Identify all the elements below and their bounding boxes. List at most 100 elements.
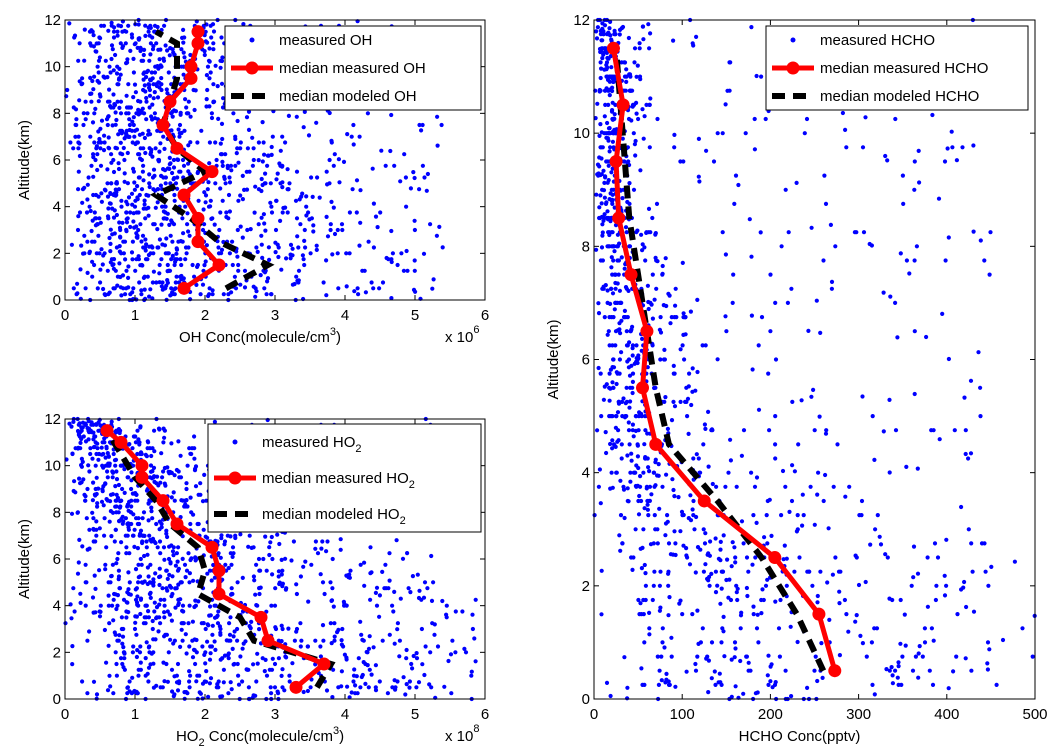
measured-point (179, 627, 184, 632)
measured-point (173, 259, 178, 264)
measured-point (167, 583, 172, 589)
measured-point (641, 527, 646, 532)
measured-point (73, 107, 79, 112)
measured-point (602, 315, 607, 320)
measured-point (610, 380, 615, 385)
legend-swatch-measured (232, 439, 238, 445)
measured-point (599, 612, 604, 617)
measured-point (78, 440, 83, 445)
measured-point (670, 477, 675, 482)
measured-point (178, 453, 183, 458)
measured-point (245, 667, 250, 672)
measured-point (618, 548, 623, 553)
measured-point (695, 608, 700, 613)
measured-point (1012, 559, 1018, 564)
measured-point (126, 82, 131, 87)
measured-point (672, 494, 677, 499)
measured-point (387, 578, 392, 583)
measured-point (129, 470, 134, 475)
measured-point (721, 533, 726, 538)
measured-point (277, 161, 282, 166)
measured-point (351, 142, 356, 147)
measured-point (151, 96, 156, 101)
measured-point (262, 221, 267, 226)
measured-point (435, 143, 440, 148)
measured-point (663, 256, 668, 261)
measured-point (110, 47, 115, 52)
measured-point (615, 410, 621, 415)
measured-point (942, 573, 947, 578)
x-tick-label: 3 (271, 706, 279, 723)
measured-point (439, 122, 444, 128)
measured-point (249, 619, 254, 625)
measured-point (218, 630, 223, 635)
measured-point (116, 132, 121, 137)
measured-point (680, 343, 685, 348)
measured-point (192, 434, 197, 439)
measured-point (341, 159, 347, 164)
measured-point (749, 254, 754, 259)
measured-point (595, 428, 600, 433)
measured-point (945, 146, 950, 151)
measured-point (749, 313, 755, 318)
measured-point (183, 632, 188, 637)
measured-point (251, 284, 256, 289)
measured-point (404, 682, 409, 687)
measured-point (398, 596, 403, 601)
measured-point (627, 244, 632, 249)
measured-point (759, 611, 764, 616)
measured-point (599, 46, 604, 51)
measured-point (609, 265, 614, 270)
measured-point (811, 387, 816, 392)
measured-point (626, 428, 632, 433)
median-measured-point (612, 211, 626, 225)
measured-point (144, 242, 149, 247)
measured-point (146, 645, 151, 650)
measured-point (362, 583, 367, 588)
measured-point (158, 551, 163, 556)
measured-point (146, 252, 151, 258)
measured-point (146, 82, 151, 87)
measured-point (80, 679, 85, 684)
measured-point (603, 283, 608, 288)
measured-point (124, 268, 129, 273)
measured-point (204, 97, 209, 102)
measured-point (931, 638, 936, 643)
measured-point (163, 204, 168, 209)
median-measured-point (170, 517, 184, 531)
measured-point (187, 669, 192, 674)
measured-point (616, 272, 621, 277)
measured-point (167, 155, 172, 160)
measured-point (470, 612, 475, 617)
measured-point (168, 637, 173, 642)
measured-point (142, 533, 147, 539)
measured-point (916, 675, 921, 680)
measured-point (604, 680, 610, 686)
measured-point (92, 74, 97, 79)
measured-point (622, 515, 627, 521)
measured-point (106, 461, 111, 466)
measured-point (154, 280, 159, 285)
measured-point (220, 694, 225, 699)
measured-point (644, 486, 649, 491)
measured-point (398, 179, 403, 184)
measured-point (669, 654, 674, 659)
measured-point (371, 245, 376, 250)
measured-point (242, 268, 248, 273)
measured-point (611, 357, 616, 362)
measured-point (184, 105, 189, 110)
measured-point (695, 369, 700, 375)
measured-point (172, 292, 177, 297)
measured-point (613, 286, 618, 291)
measured-point (207, 568, 213, 573)
measured-point (93, 49, 98, 54)
measured-point (695, 654, 700, 659)
measured-point (673, 541, 678, 546)
measured-point (872, 626, 877, 631)
measured-point (843, 494, 848, 499)
measured-point (140, 169, 145, 174)
x-multiplier: x 108 (445, 723, 479, 745)
measured-point (264, 673, 270, 678)
measured-point (599, 145, 604, 150)
measured-point (110, 470, 116, 475)
